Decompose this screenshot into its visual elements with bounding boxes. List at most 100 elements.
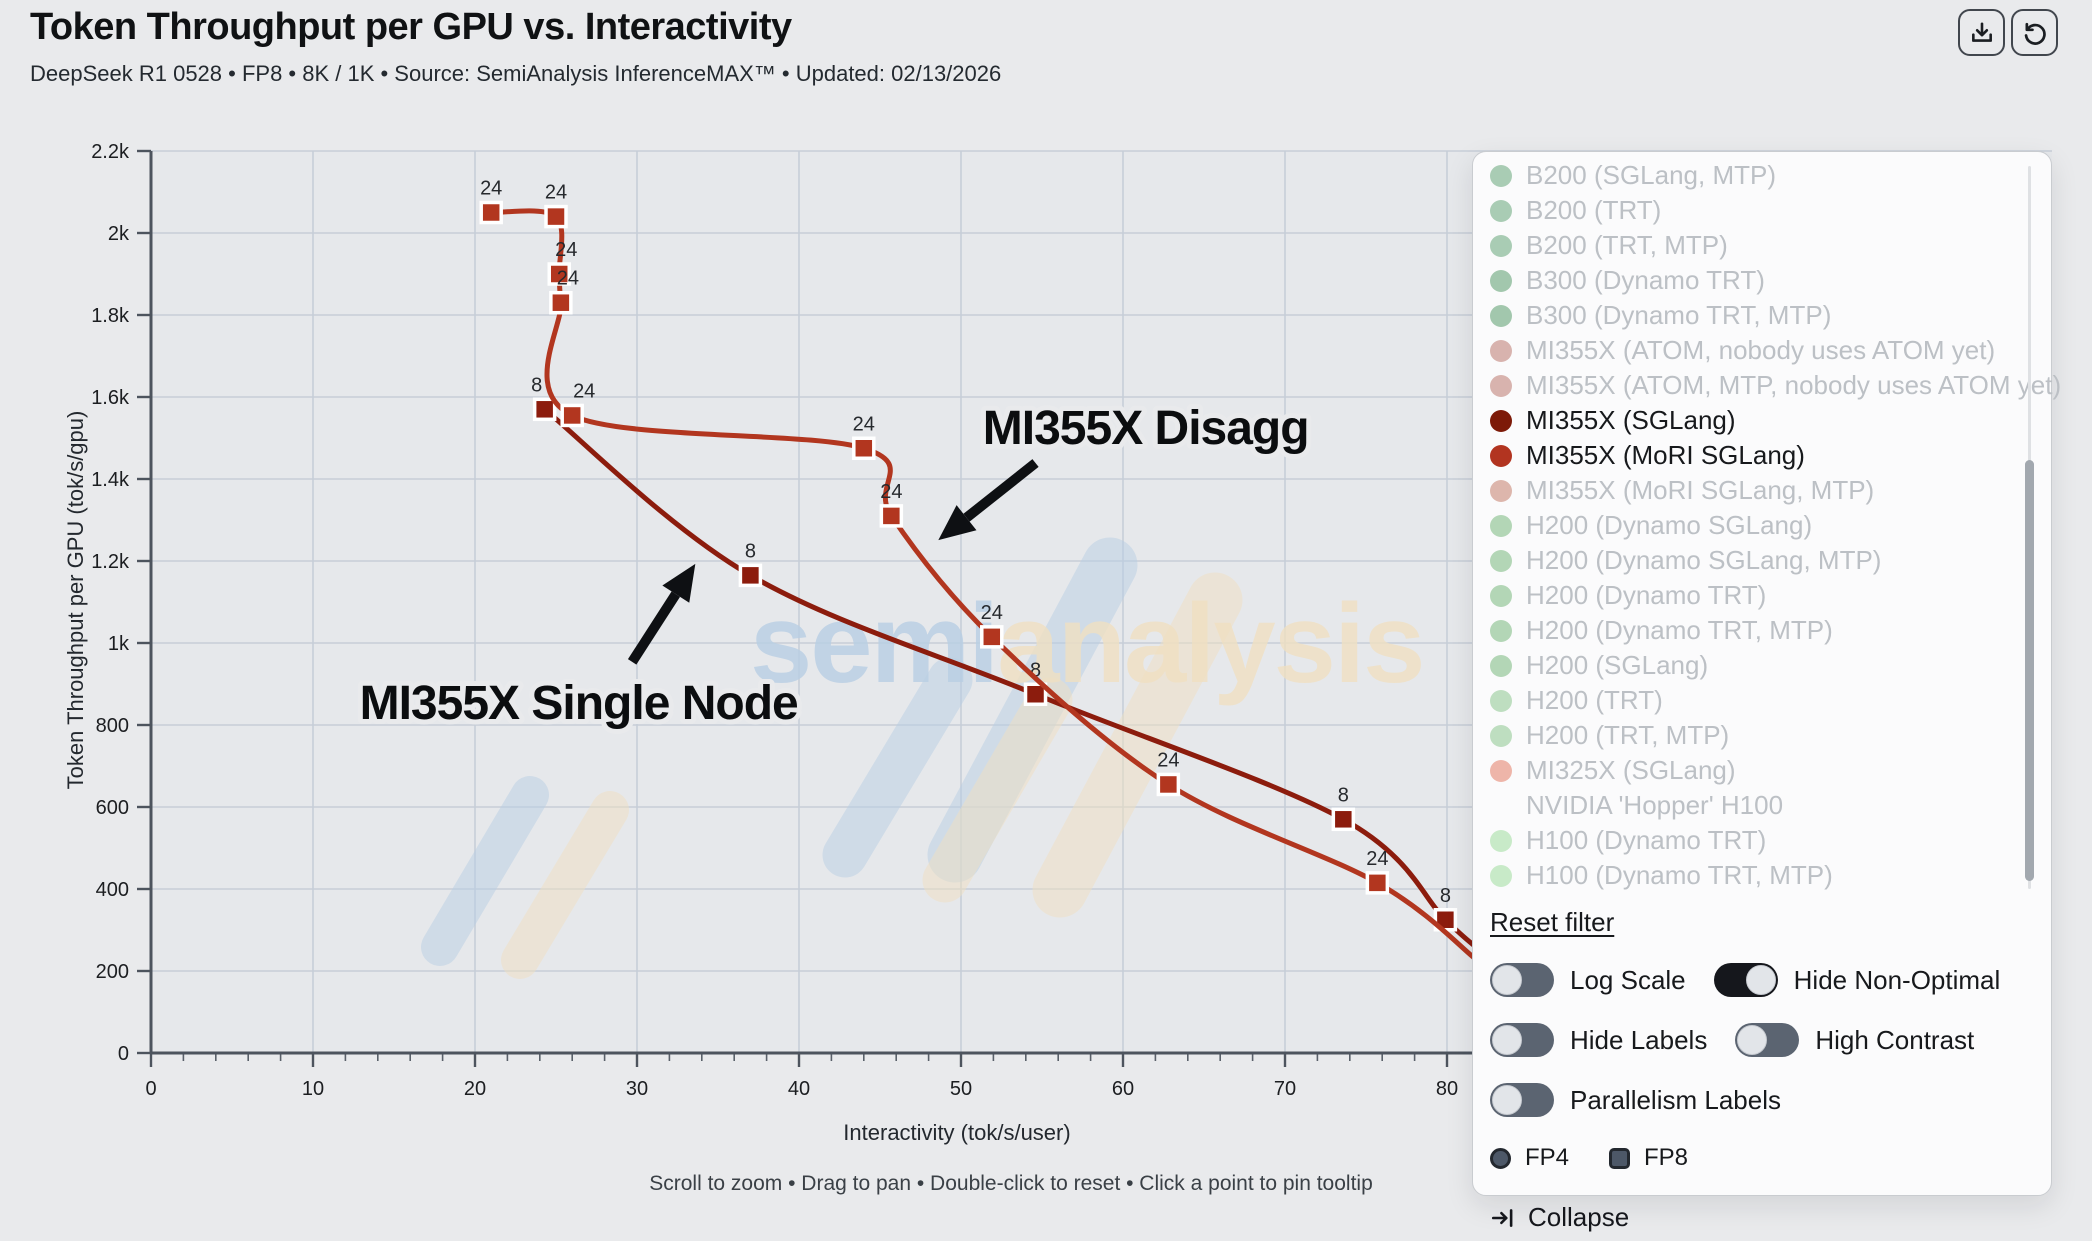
legend-item-label: MI325X (SGLang): [1526, 755, 1736, 785]
toggle-knob: [1492, 965, 1522, 995]
legend-item[interactable]: H200 (Dynamo TRT, MTP): [1490, 613, 2051, 648]
legend-item[interactable]: MI355X (ATOM, nobody uses ATOM yet): [1490, 333, 2051, 368]
legend-scrollbar-thumb[interactable]: [2025, 460, 2034, 881]
data-point: [1365, 871, 1390, 895]
legend-dot: [1490, 374, 1512, 397]
legend-dot: [1490, 444, 1512, 467]
legend-item[interactable]: H200 (TRT): [1490, 683, 2051, 718]
reset-filter-link[interactable]: Reset filter: [1490, 907, 1615, 937]
svg-text:2k: 2k: [108, 223, 130, 245]
data-point: [980, 625, 1004, 649]
toggle-parallelism-labels[interactable]: [1490, 1083, 1554, 1117]
legend-item[interactable]: H200 (TRT, MTP): [1490, 718, 2051, 753]
point-label: 24: [1366, 848, 1388, 870]
legend-dot: [1490, 759, 1512, 782]
legend-panel: B200 (SGLang, MTP) B200 (TRT) B200 (TRT, M…: [1472, 151, 2061, 1232]
point-label: 24: [853, 413, 875, 435]
svg-text:40: 40: [788, 1078, 810, 1100]
legend-item[interactable]: H100 (Dynamo TRT): [1490, 823, 2051, 858]
legend-item-label: H200 (TRT): [1526, 685, 1663, 715]
download-icon: [1971, 21, 1992, 42]
legend-dot: [1490, 549, 1512, 572]
legend-item[interactable]: H100 (Dynamo TRT, MTP): [1490, 858, 2051, 893]
legend-item[interactable]: MI355X (MoRI SGLang): [1490, 438, 2051, 473]
legend-item[interactable]: B200 (TRT): [1490, 193, 2051, 228]
chart-subtitle: DeepSeek R1 0528 • FP8 • 8K / 1K • Sourc…: [30, 61, 1002, 86]
toggle-hide-non-optimal[interactable]: [1713, 963, 1778, 997]
svg-text:1.4k: 1.4k: [91, 469, 130, 491]
legend-item-label: H100 (Dynamo TRT): [1526, 825, 1767, 855]
y-axis-title: Token Throughput per GPU (tok/s/gpu): [63, 410, 88, 790]
chart-options: Log Scale Hide Non-Optimal Hide Labels High…: [1490, 962, 2051, 1118]
legend-dot: [1490, 234, 1512, 257]
legend-dot: [1490, 339, 1512, 362]
legend-item-label: B300 (Dynamo TRT): [1526, 265, 1765, 295]
collapse-button[interactable]: Collapse: [1490, 1202, 2051, 1233]
reset-view-button[interactable]: [2011, 9, 2058, 56]
point-label: 24: [480, 178, 502, 200]
collapse-label: Collapse: [1528, 1202, 1630, 1232]
chart-hint: Scroll to zoom • Drag to pan • Double-cl…: [649, 1172, 1373, 1195]
point-label: 24: [880, 481, 902, 503]
svg-text:200: 200: [96, 961, 129, 983]
annotation-arrow: [963, 459, 1039, 522]
legend-item-label: H200 (Dynamo SGLang, MTP): [1526, 545, 1882, 575]
toggle-high-contrast[interactable]: [1735, 1023, 1800, 1057]
data-point: [549, 290, 573, 315]
legend-item-label: H100 (Dynamo TRT, MTP): [1526, 860, 1833, 890]
legend-item[interactable]: H200 (Dynamo TRT): [1490, 578, 2051, 613]
svg-text:70: 70: [1274, 1078, 1296, 1100]
toggle-label-parallelism-labels: Parallelism Labels: [1570, 1084, 1781, 1115]
toggle-label-log-scale: Log Scale: [1570, 964, 1686, 995]
toggle-hide-labels[interactable]: [1490, 1023, 1554, 1057]
legend-item-label: NVIDIA 'Hopper' H100: [1526, 790, 1784, 820]
point-label: 8: [745, 540, 756, 562]
data-point: [532, 397, 557, 422]
precision-legend: FP4 FP8: [1490, 1144, 2051, 1172]
legend-item[interactable]: H200 (SGLang): [1490, 648, 2051, 683]
data-point: [879, 504, 904, 528]
fp4-marker-icon[interactable]: [1490, 1147, 1511, 1169]
toggle-log-scale[interactable]: [1490, 963, 1554, 997]
data-point: [560, 403, 584, 428]
legend-item[interactable]: H200 (Dynamo SGLang, MTP): [1490, 543, 2051, 578]
data-point: [547, 262, 571, 286]
legend-item-label: H200 (Dynamo TRT): [1526, 580, 1767, 610]
download-button[interactable]: [1958, 9, 2005, 56]
fp8-marker-icon[interactable]: [1609, 1147, 1631, 1169]
legend-item-label: MI355X (MoRI SGLang): [1526, 440, 1805, 470]
svg-text:1.2k: 1.2k: [91, 551, 130, 573]
point-label: 24: [545, 182, 567, 204]
legend-item[interactable]: B200 (SGLang, MTP): [1490, 158, 2051, 193]
svg-text:1k: 1k: [108, 633, 130, 655]
data-point: [479, 200, 503, 225]
legend-item[interactable]: MI355X (ATOM, MTP, nobody uses ATOM yet): [1490, 368, 2061, 403]
legend-item[interactable]: MI325X (SGLang): [1490, 753, 2051, 788]
fp-label: FP4: [1525, 1144, 1570, 1171]
legend-item[interactable]: NVIDIA 'Hopper' H100: [1490, 788, 2051, 823]
legend-item[interactable]: B300 (Dynamo TRT, MTP): [1490, 298, 2051, 333]
toggle-knob: [1492, 1025, 1522, 1055]
legend-item[interactable]: B300 (Dynamo TRT): [1490, 263, 2051, 298]
legend-dot: [1490, 689, 1512, 712]
legend-item-label: MI355X (ATOM, nobody uses ATOM yet): [1526, 335, 1996, 365]
toggle-row: Parallelism Labels: [1490, 1082, 2051, 1118]
page-title: Token Throughput per GPU vs. Interactivi…: [30, 6, 792, 48]
legend-dot: [1490, 829, 1512, 852]
legend-item[interactable]: MI355X (SGLang): [1490, 403, 2051, 438]
legend-item-label: B300 (Dynamo TRT, MTP): [1526, 300, 1832, 330]
data-point: [738, 563, 763, 588]
toggle-knob: [1745, 965, 1776, 995]
legend-item-label: H200 (TRT, MTP): [1526, 720, 1730, 750]
legend-item[interactable]: MI355X (MoRI SGLang, MTP): [1490, 473, 2051, 508]
point-label: 24: [981, 602, 1003, 624]
legend-item[interactable]: H200 (Dynamo SGLang): [1490, 508, 2051, 543]
toggle-knob: [1492, 1085, 1522, 1115]
legend-item-label: B200 (TRT): [1526, 195, 1662, 225]
point-label: 24: [1157, 749, 1179, 771]
svg-text:20: 20: [464, 1078, 486, 1100]
legend-item[interactable]: B200 (TRT, MTP): [1490, 228, 2051, 263]
toggle-label-hide-non-optimal: Hide Non-Optimal: [1793, 964, 2001, 995]
svg-text:0: 0: [145, 1078, 156, 1100]
data-point: [1331, 807, 1356, 832]
